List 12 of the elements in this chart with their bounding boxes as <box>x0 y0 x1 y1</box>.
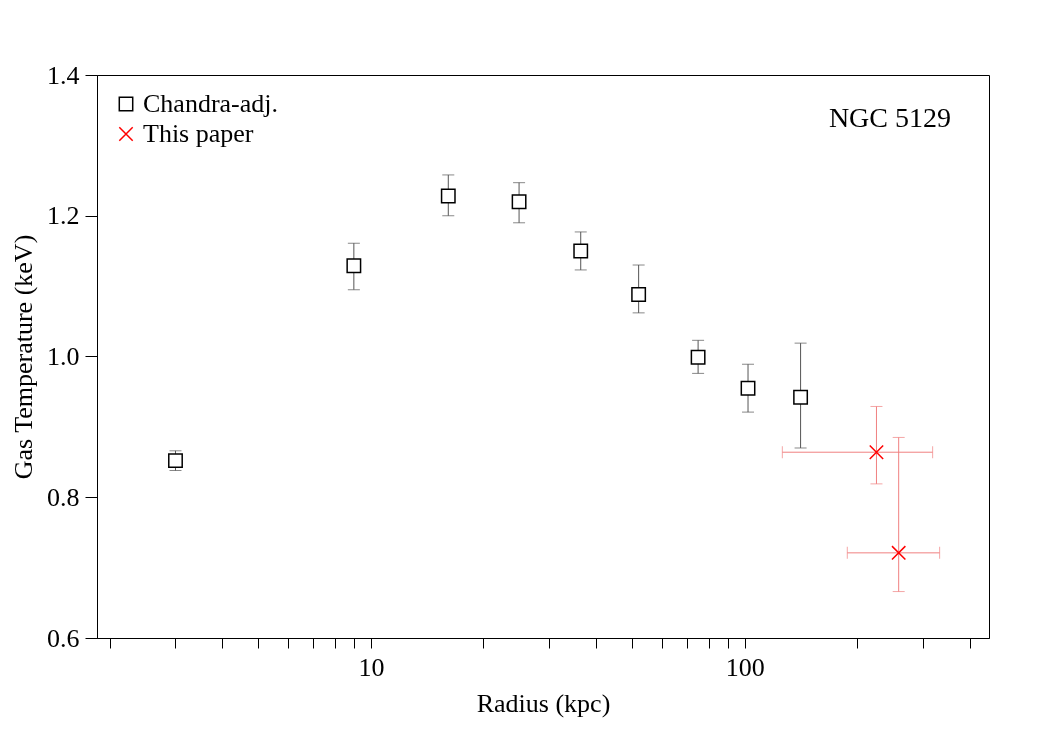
y-tick-label: 0.6 <box>47 623 80 653</box>
x-tick-label: 100 <box>725 652 765 682</box>
y-tick-label: 0.8 <box>47 482 80 512</box>
x-tick-label: 10 <box>358 652 385 682</box>
y-tick-label: 1.0 <box>47 342 80 371</box>
y-axis-title: Gas Temperature (keV) <box>9 234 38 480</box>
legend-label: This paper <box>143 119 254 148</box>
annotation: NGC 5129 <box>828 102 951 133</box>
y-tick-label: 1.4 <box>47 60 80 90</box>
y-tick-label: 1.2 <box>47 201 80 231</box>
x-axis-title: Radius (kpc) <box>476 688 611 718</box>
legend-label: Chandra-adj. <box>143 89 279 118</box>
